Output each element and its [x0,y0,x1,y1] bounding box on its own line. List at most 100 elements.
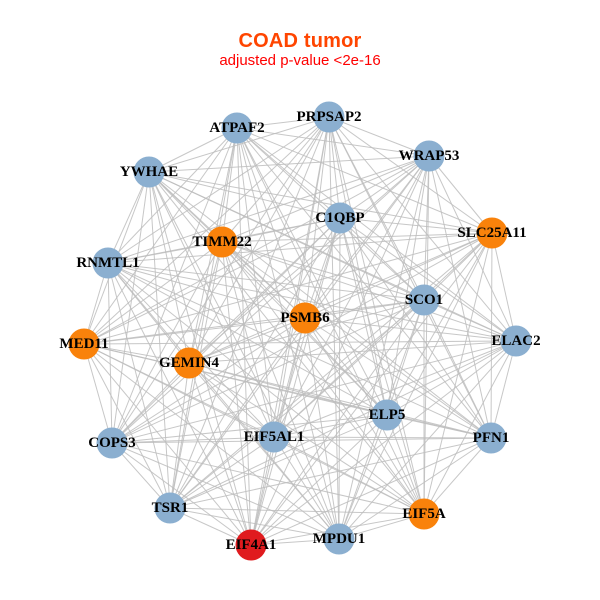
network-node-atpaf2 [221,112,253,144]
network-edge [148,127,238,173]
node-label-slc25a11: SLC25A11 [457,225,526,241]
network-edge [221,127,238,243]
network-edge [328,116,430,157]
network-edge [83,343,252,546]
network-node-psmb6 [289,302,321,334]
node-label-med11: MED11 [59,336,108,352]
network-edge [107,262,306,319]
nodes-layer [68,101,532,561]
network-node-c1qbp [324,202,356,234]
network-edge [169,217,341,509]
network-edge [83,232,493,345]
network-edge [328,116,493,234]
node-label-elp5: ELP5 [369,407,406,423]
network-edge [111,127,238,444]
network-node-rnmtl1 [92,247,124,279]
network-edge [221,241,492,439]
network-edge [236,127,340,540]
network-edge [107,116,330,264]
network-edge [339,217,425,301]
network-edge [148,171,493,234]
network-edge [188,317,306,364]
node-label-eif5a: EIF5A [402,506,446,522]
network-edge [423,437,492,515]
network-edge [250,116,330,546]
network-edge [148,171,171,509]
network-edge [111,241,223,444]
network-edge [339,217,425,515]
network-node-eif5a [408,498,440,530]
network-edge [273,340,517,438]
network-edge [221,241,425,301]
network-node-sco1 [408,284,440,316]
node-label-elac2: ELAC2 [491,333,540,349]
network-edge [107,155,430,264]
network-edge [148,171,492,439]
network-edge [221,232,493,243]
network-edge [107,241,223,264]
network-edge [304,317,517,342]
network-edge [221,116,330,243]
node-label-eif5al1: EIF5AL1 [244,429,305,445]
network-node-wrap53 [413,140,445,172]
network-node-gemin4 [173,347,205,379]
network-edge [428,155,493,234]
network-node-mpdu1 [323,523,355,555]
network-edge [304,317,388,416]
network-edge [107,171,150,264]
network-edge [83,155,430,345]
network-edge [386,232,493,416]
network-node-slc25a11 [476,217,508,249]
network-edge [221,155,430,243]
network-edge [169,232,493,509]
node-label-sco1: SCO1 [405,292,443,308]
network-edge [107,232,493,264]
node-label-timm22: TIMM22 [192,234,251,250]
network-edge [236,127,275,438]
network-edge [236,127,517,342]
network-edge [328,116,425,515]
network-edge [188,362,340,540]
network-edge [490,340,517,439]
network-edge [386,340,517,416]
network-node-med11 [68,328,100,360]
network-edge [107,262,425,515]
network-edge [83,343,190,364]
network-edge [339,155,430,219]
network-edge [83,343,113,444]
network-edge [328,116,492,439]
network-edge [107,262,517,342]
node-label-psmb6: PSMB6 [280,310,330,326]
network-edge [423,232,493,515]
network-edge [304,317,425,515]
network-edge [111,362,190,444]
network-edge [107,262,252,546]
network-edge [339,217,493,234]
node-label-prpsap2: PRPSAP2 [297,109,362,125]
network-node-eif5al1 [258,421,290,453]
network-edge [83,343,171,509]
network-edge [273,299,425,438]
network-edge [83,299,425,345]
network-edge [338,232,493,540]
network-edge [236,127,430,157]
network-edge [423,299,517,342]
network-edge [338,155,430,540]
network-edge [169,437,492,509]
network-edge [83,241,223,345]
network-edge [148,155,430,173]
node-label-atpaf2: ATPAF2 [209,120,264,136]
network-edge [328,116,517,342]
network-edge [107,262,425,301]
network-edge [250,299,425,546]
network-edge [490,232,493,439]
node-label-wrap53: WRAP53 [399,148,460,164]
network-node-cops3 [96,427,128,459]
network-edge [491,232,517,342]
network-edge [169,414,388,509]
node-label-c1qbp: C1QBP [315,210,364,226]
network-node-pfn1 [475,422,507,454]
network-edge [111,116,330,444]
network-edge [273,414,388,438]
